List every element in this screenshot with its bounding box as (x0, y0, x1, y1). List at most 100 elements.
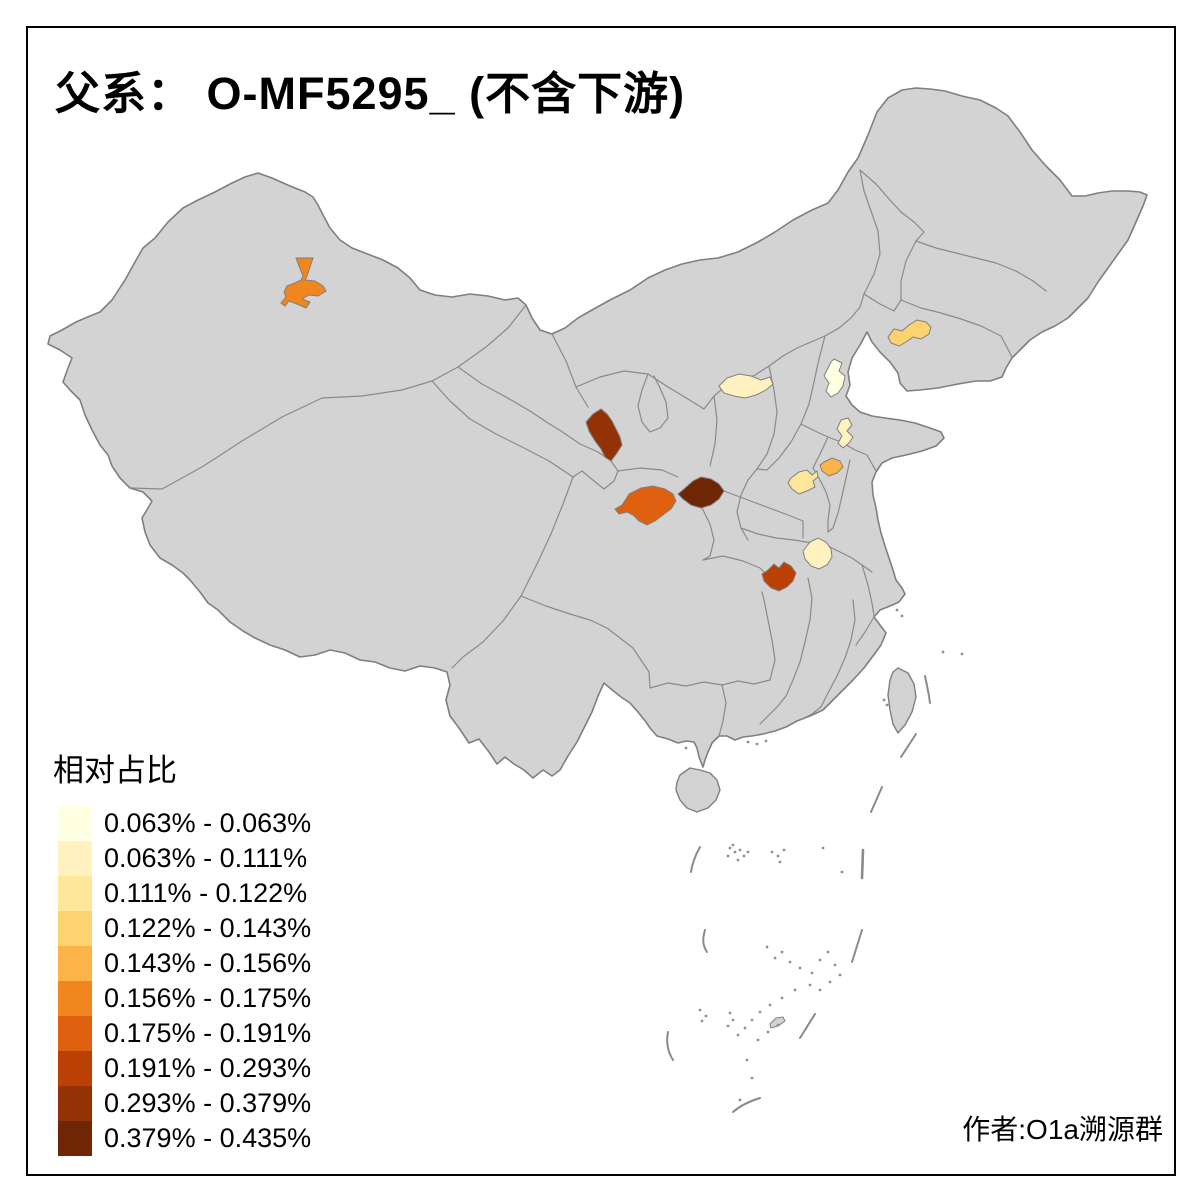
legend-rows: 0.063% - 0.063% 0.063% - 0.111% 0.111% -… (58, 806, 311, 1156)
legend-row: 0.156% - 0.175% (58, 981, 311, 1016)
legend-row: 0.175% - 0.191% (58, 1016, 311, 1051)
islet-dot (766, 1030, 770, 1034)
legend-title: 相对占比 (53, 753, 177, 788)
legend-color-swatch (58, 981, 92, 1016)
islet-dot (895, 608, 899, 612)
legend-row: 0.293% - 0.379% (58, 1086, 311, 1121)
legend-range-label: 0.111% - 0.122% (104, 878, 308, 908)
islet-dot (773, 956, 777, 960)
region-henan-southeast (787, 469, 819, 495)
islet-dot (700, 1019, 704, 1023)
islet-dot (733, 850, 737, 854)
islet-dot (698, 1008, 702, 1012)
islet-dot (780, 996, 784, 1000)
islet-dot (808, 983, 812, 987)
islet-dot (821, 846, 825, 850)
legend-color-swatch (58, 1086, 92, 1121)
islet-dot (731, 1018, 735, 1022)
islet-dot (818, 958, 822, 962)
islet-dot (743, 1026, 747, 1030)
highlighted-regions (280, 257, 932, 592)
islet-dot (770, 850, 774, 854)
legend-color-swatch (58, 1051, 92, 1086)
islet-dot (742, 854, 746, 858)
islet-dot (776, 1023, 780, 1027)
islet-dot (758, 1010, 762, 1014)
islet-dot (840, 870, 844, 874)
islet-dot (736, 1033, 740, 1037)
islet-dot (798, 966, 802, 970)
islet-dot (828, 980, 832, 984)
hainan-island (675, 767, 721, 813)
legend-row: 0.063% - 0.111% (58, 841, 311, 876)
legend-range-label: 0.379% - 0.435% (104, 1123, 312, 1153)
region-shandong-west (836, 417, 854, 449)
islet-dot (818, 988, 822, 992)
legend-color-swatch (58, 946, 92, 981)
legend-range-label: 0.191% - 0.293% (104, 1053, 312, 1083)
region-liaoning-central (887, 319, 932, 347)
islet-dot (745, 1058, 749, 1062)
islet-dot (765, 945, 769, 949)
islet-dot (810, 971, 814, 975)
islet-dot (728, 846, 732, 850)
legend-row: 0.143% - 0.156% (58, 946, 311, 981)
legend-row: 0.063% - 0.063% (58, 806, 311, 841)
region-gansu-southeast (614, 485, 677, 526)
small-gray-island (769, 1016, 786, 1029)
islet-dot (838, 973, 842, 977)
legend-range-label: 0.063% - 0.063% (104, 808, 312, 838)
legend-color-swatch (58, 841, 92, 876)
legend-range-label: 0.293% - 0.379% (104, 1088, 312, 1118)
islet-dot (885, 703, 889, 707)
islet-dot (780, 950, 784, 954)
islet-dot (704, 1014, 708, 1018)
legend-range-label: 0.063% - 0.111% (104, 843, 308, 873)
islet-dot (731, 843, 735, 847)
islet-dot (941, 650, 945, 654)
attribution-text: 作者:O1a溯源群 (962, 1114, 1163, 1145)
islet-dot (726, 1024, 730, 1028)
region-hubei-central (802, 537, 833, 570)
nine-dash-line-segments (666, 675, 931, 1113)
region-beijing (823, 358, 846, 398)
region-chongqing-southeast (761, 561, 797, 592)
legend-color-swatch (58, 876, 92, 911)
legend: 相对占比 0.063% - 0.063% 0.063% - 0.111% 0.1… (53, 745, 311, 1156)
legend-row: 0.111% - 0.122% (58, 876, 311, 911)
legend-range-label: 0.156% - 0.175% (104, 983, 312, 1013)
islet-dot (764, 739, 768, 743)
legend-row: 0.122% - 0.143% (58, 911, 311, 946)
legend-range-label: 0.122% - 0.143% (104, 913, 312, 943)
islet-dot (826, 950, 830, 954)
islet-dot (756, 1038, 760, 1042)
region-shaanxi-south (677, 476, 725, 509)
islet-dot (833, 963, 837, 967)
south-china-sea-islets (684, 608, 964, 1102)
islet-dot (776, 854, 780, 858)
islet-dot (900, 614, 904, 618)
islet-dot (750, 1018, 754, 1022)
islet-dot (746, 740, 750, 744)
legend-color-swatch (58, 806, 92, 841)
page-title: 父系： O-MF5295_ (不含下游) (55, 68, 686, 119)
islet-dot (768, 1003, 772, 1007)
islet-dot (726, 854, 730, 858)
region-gansu-central (585, 408, 623, 462)
legend-range-label: 0.175% - 0.191% (104, 1018, 312, 1048)
legend-color-swatch (58, 1016, 92, 1051)
taiwan-island (887, 667, 917, 734)
islet-dot (738, 848, 742, 852)
islet-dot (736, 858, 740, 862)
islet-dot (728, 1011, 732, 1015)
legend-color-swatch (58, 911, 92, 946)
legend-row: 0.191% - 0.293% (58, 1051, 311, 1086)
islet-dot (782, 848, 786, 852)
region-anhui-north (819, 457, 844, 477)
islet-dot (778, 860, 782, 864)
region-shanxi-north (718, 373, 774, 399)
islet-dot (738, 1098, 742, 1102)
islet-dot (755, 742, 759, 746)
